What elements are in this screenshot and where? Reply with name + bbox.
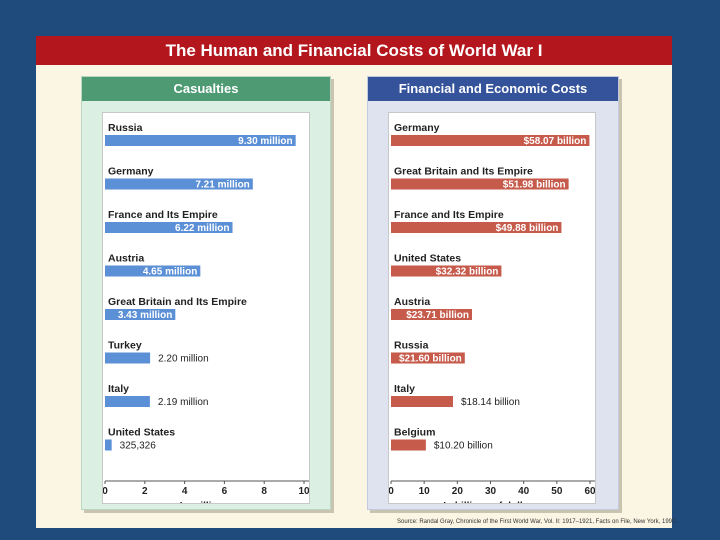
x-tick-label: 40 [518,486,530,497]
bar [391,352,465,364]
bar-value-label: 3.43 million [118,310,172,321]
bar-value-label: $32.32 billion [436,267,499,278]
bar [105,352,151,364]
x-tick-label: 0 [103,486,108,497]
bar-value-label: 4.65 million [143,267,197,278]
x-tick-label: 6 [222,486,228,497]
bar [391,135,590,146]
category-label: Austria [394,296,430,308]
bar [391,222,562,233]
bar [391,439,426,451]
bar-value-label: $51.98 billion [503,180,566,191]
x-tick-label: 8 [261,486,267,497]
bar-value-label: $18.14 billion [461,397,520,408]
bar [105,265,201,277]
costs-panel: Financial and Economic Costs 0 10 20 30 40 50… [367,76,619,510]
casualties-panel: Casualties 0 2 4 6 8 10 In millions Russia 9.30 … [81,76,331,510]
category-label: United States [108,427,175,439]
bar [105,178,253,190]
x-tick-label: 50 [551,486,563,497]
casualties-chart: 0 2 4 6 8 10 In millions Russia 9.30 million Germ… [103,122,309,503]
bar [391,265,502,277]
casualties-chart-title: Casualties [82,77,330,101]
bar [105,439,112,451]
x-axis-title: In millions [180,501,230,503]
category-label: Germany [108,166,154,178]
bar-value-label: $10.20 billion [434,441,493,452]
category-label: Turkey [108,340,142,352]
category-label: Great Britain and Its Empire [394,166,533,178]
bar [391,309,473,320]
category-label: Russia [394,340,429,352]
category-label: Russia [108,122,143,134]
costs-chart-title: Financial and Economic Costs [368,77,618,101]
category-label: United States [394,253,461,265]
bar-value-label: $58.07 billion [524,136,587,147]
bar-value-label: $23.71 billion [406,310,469,321]
x-tick-label: 10 [298,486,309,497]
bar-value-label: 7.21 million [195,180,249,191]
x-tick-label: 10 [419,486,431,497]
category-label: Italy [108,383,129,395]
infographic-card: The Human and Financial Costs of World W… [36,36,677,528]
bar [391,178,569,190]
category-label: France and Its Empire [108,209,218,221]
bar [391,396,453,407]
category-label: Belgium [394,427,435,439]
bar [105,222,233,233]
x-tick-label: 30 [485,486,497,497]
x-tick-label: 4 [182,486,188,497]
bar-value-label: 325,326 [120,441,157,452]
bar-value-label: 6.22 million [175,223,229,234]
costs-chart: 0 10 20 30 40 50 60 In billions of dollars Germa… [389,122,595,503]
bar-value-label: $49.88 billion [496,223,559,234]
bar [105,396,150,407]
bar-value-label: 2.20 million [158,354,209,365]
bar-value-label: $21.60 billion [399,354,462,365]
category-label: Germany [394,122,440,134]
bar-value-label: 2.19 million [158,397,209,408]
bar [105,309,176,320]
source-note: Source: Randal Gray, Chronicle of the Fi… [397,519,678,525]
casualties-chart-area: 0 2 4 6 8 10 In millions Russia 9.30 million Germ… [102,112,310,504]
x-tick-label: 0 [389,486,394,497]
x-tick-label: 2 [142,486,148,497]
category-label: France and Its Empire [394,209,504,221]
category-label: Italy [394,383,415,395]
x-axis-title: In billions of dollars [443,501,538,503]
x-tick-label: 60 [584,486,595,497]
category-label: Great Britain and Its Empire [108,296,247,308]
bar [105,135,296,146]
bar-value-label: 9.30 million [238,136,292,147]
costs-chart-area: 0 10 20 30 40 50 60 In billions of dollars Germa… [388,112,596,504]
category-label: Austria [108,253,144,265]
main-title: The Human and Financial Costs of World W… [36,36,672,65]
x-tick-label: 20 [452,486,464,497]
